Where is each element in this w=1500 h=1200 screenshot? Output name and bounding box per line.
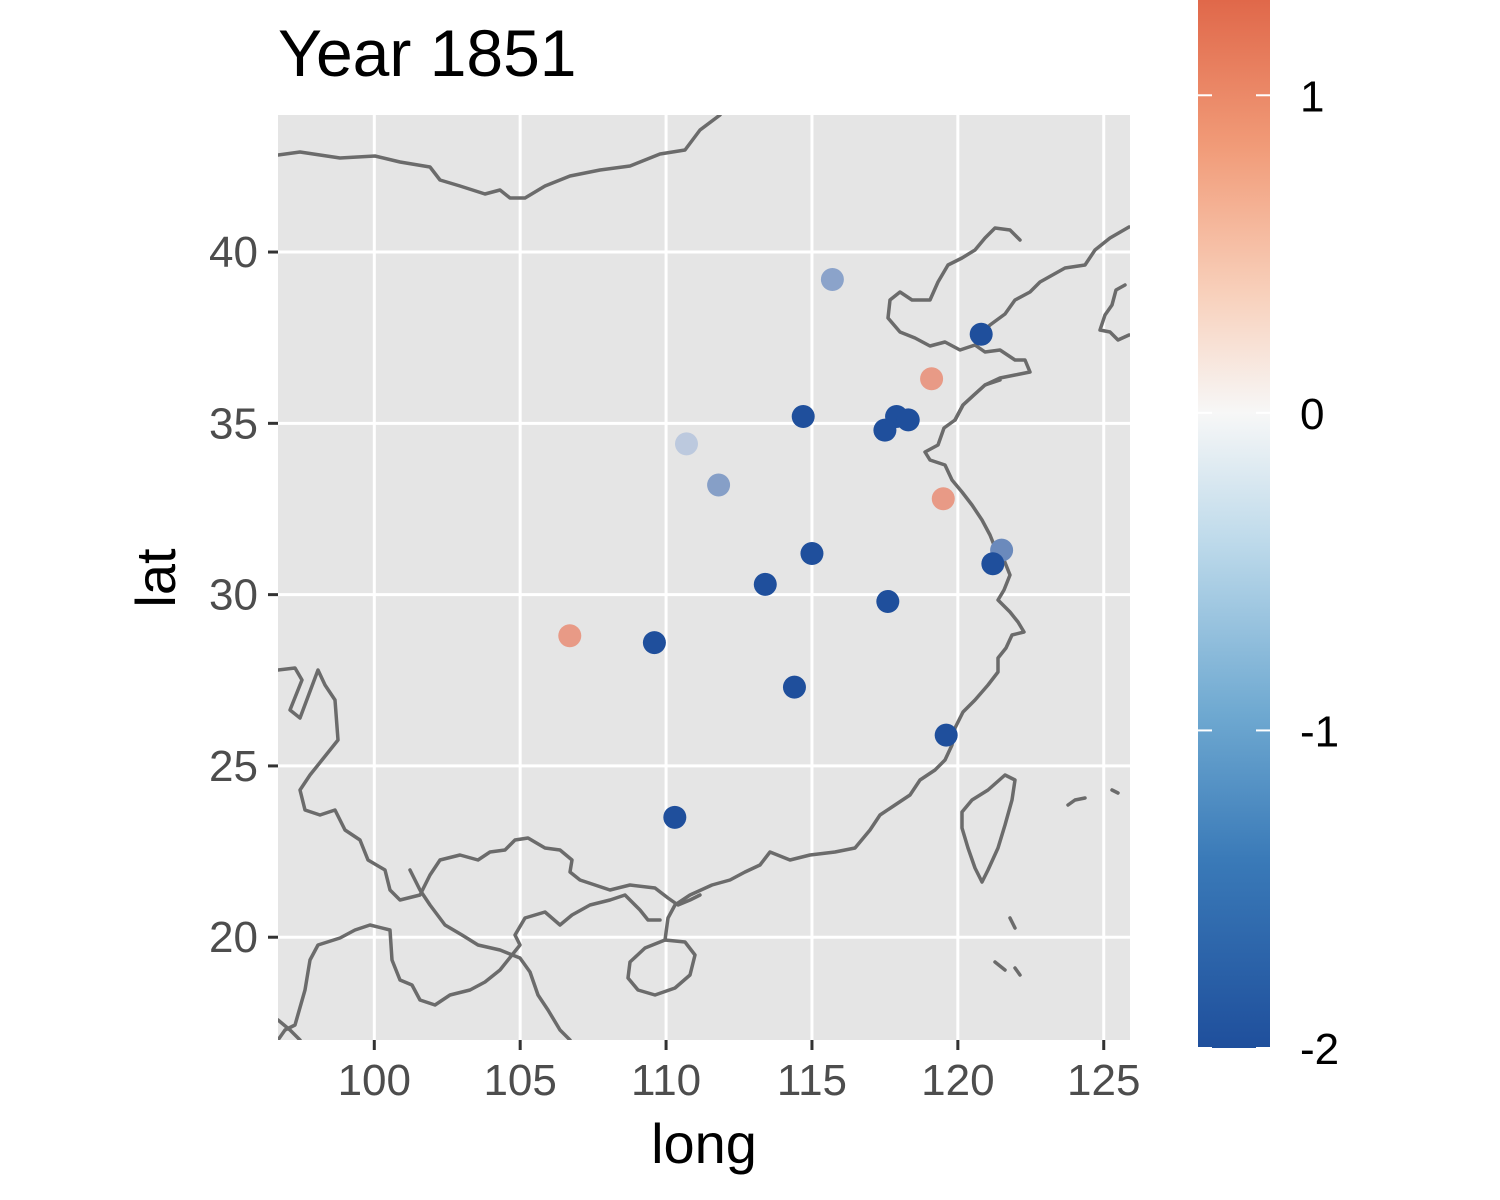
- hainan-island: [626, 938, 697, 997]
- y-tick-label: 40: [209, 228, 258, 277]
- data-point: [642, 631, 666, 655]
- colorbar-ticks: 1 0 -1 -2: [1198, 72, 1339, 1074]
- data-point: [782, 675, 806, 699]
- data-point: [931, 487, 955, 511]
- colorbar-gradient: [1198, 0, 1270, 1048]
- chart-title: Year 1851: [278, 16, 577, 90]
- coastline-bohai: [953, 378, 1002, 422]
- y-axis: 20 25 30 35 40: [209, 228, 278, 962]
- x-tick-label: 115: [777, 1056, 847, 1105]
- x-tick-label: 120: [921, 1056, 994, 1105]
- data-point: [753, 572, 777, 596]
- data-point: [876, 589, 900, 613]
- x-tick-label: 110: [631, 1056, 701, 1105]
- country-borders: [278, 115, 1130, 1040]
- border-northeast: [973, 225, 1130, 342]
- y-tick-label: 20: [209, 913, 258, 962]
- data-point: [674, 432, 698, 456]
- colorbar-tick-label: 1: [1300, 72, 1324, 121]
- data-point: [920, 367, 944, 391]
- plot-panel: [278, 115, 1130, 1040]
- taiwan-island: [960, 773, 1017, 884]
- x-tick-label: 105: [483, 1056, 556, 1105]
- x-tick-label: 125: [1067, 1056, 1140, 1105]
- colorbar-tick-label: -1: [1300, 707, 1339, 756]
- data-point: [934, 723, 958, 747]
- data-point: [820, 267, 844, 291]
- data-point: [896, 408, 920, 432]
- y-tick-label: 30: [209, 571, 258, 620]
- islands-east: [1066, 788, 1120, 807]
- y-axis-title: lat: [124, 548, 187, 608]
- border-vietnam-laos: [278, 893, 662, 1040]
- islands-south: [993, 916, 1022, 977]
- data-point: [800, 542, 824, 566]
- border-vietnam-coast: [408, 868, 572, 1040]
- border-northern: [278, 115, 722, 200]
- data-point: [873, 418, 897, 442]
- data-point: [707, 473, 731, 497]
- colorbar-legend: 1 0 -1 -2: [1198, 0, 1339, 1074]
- data-point: [969, 322, 993, 346]
- x-tick-label: 100: [338, 1056, 411, 1105]
- border-southwest: [278, 666, 702, 907]
- x-axis: 100 105 110 115 120 125: [338, 1040, 1140, 1105]
- border-myanmar: [278, 1018, 302, 1040]
- border-korea: [1098, 283, 1130, 342]
- data-point: [663, 805, 687, 829]
- data-points: [558, 267, 1014, 829]
- y-tick-label: 35: [209, 399, 258, 448]
- data-point: [791, 404, 815, 428]
- colorbar-tick-label: 0: [1300, 390, 1324, 439]
- colorbar-tick-label: -2: [1300, 1025, 1339, 1074]
- coastline-east: [663, 226, 1032, 942]
- grid-lines: [278, 115, 1130, 1040]
- x-axis-title: long: [651, 1112, 757, 1175]
- y-tick-label: 25: [209, 742, 258, 791]
- data-point: [981, 552, 1005, 576]
- data-point: [558, 624, 582, 648]
- panel-background: [278, 115, 1130, 1040]
